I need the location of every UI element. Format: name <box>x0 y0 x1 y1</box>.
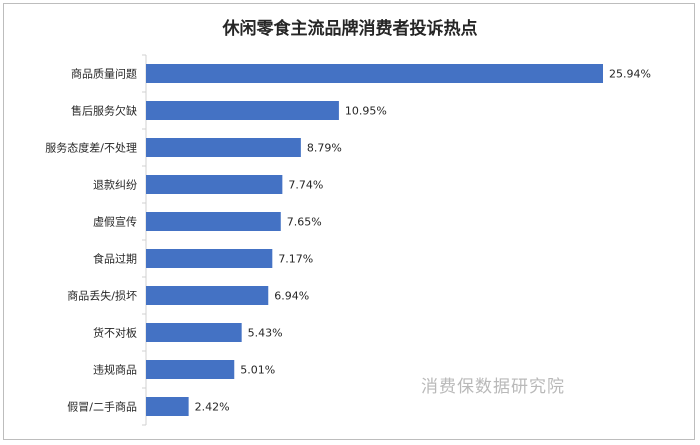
category-label: 服务态度差/不处理 <box>45 141 137 155</box>
category-label: 货不对板 <box>93 326 137 340</box>
bar <box>146 101 339 120</box>
category-label: 假冒/二手商品 <box>67 400 137 414</box>
value-label: 25.94% <box>609 68 651 81</box>
value-label: 7.17% <box>278 253 313 266</box>
value-label: 8.79% <box>307 142 342 155</box>
category-label: 虚假宣传 <box>93 215 137 229</box>
bar <box>146 397 189 416</box>
bar <box>146 323 242 342</box>
value-label: 10.95% <box>345 105 387 118</box>
value-label: 7.65% <box>287 216 322 229</box>
value-label: 5.01% <box>240 364 275 377</box>
category-label: 违规商品 <box>93 363 137 377</box>
bar <box>146 286 269 305</box>
value-label: 7.74% <box>288 179 323 192</box>
bar <box>146 175 283 194</box>
bar <box>146 138 301 157</box>
chart-title: 休闲零食主流品牌消费者投诉热点 <box>222 19 478 39</box>
category-label: 商品质量问题 <box>71 67 137 81</box>
value-label: 6.94% <box>274 290 309 303</box>
category-label: 食品过期 <box>93 252 137 266</box>
bar <box>146 360 235 379</box>
bar <box>146 212 281 231</box>
bar <box>146 249 273 268</box>
watermark: 消费保数据研究院 <box>421 377 565 397</box>
category-label: 商品丢失/损坏 <box>67 289 137 303</box>
value-label: 5.43% <box>248 327 283 340</box>
value-label: 2.42% <box>195 401 230 414</box>
category-label: 售后服务欠缺 <box>71 104 137 118</box>
category-label: 退款纠纷 <box>93 178 137 192</box>
bar <box>146 64 603 83</box>
